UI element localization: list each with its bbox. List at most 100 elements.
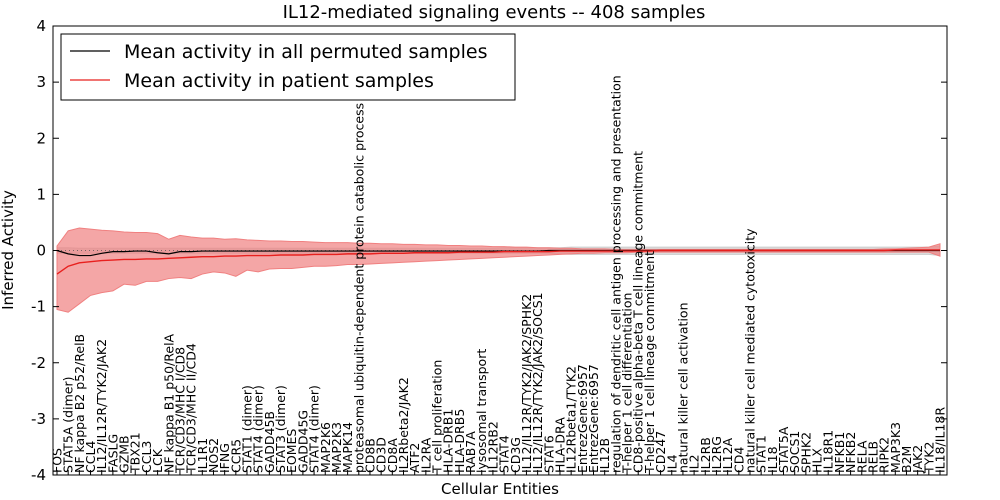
x-axis-ticks [56,470,941,475]
x-category-label: IL18R1 [821,430,836,473]
x-category-label: STAT5A (dimer) [61,377,76,473]
x-category-label: IL12RB2 [485,421,500,473]
x-category-label: EntrezGene:6957 [575,364,590,473]
x-category-label: IL2 [687,454,702,473]
x-category-label: IFNG [217,443,232,473]
y-axis-title: Inferred Activity [0,190,17,310]
x-category-label: JAK2 [910,445,925,474]
x-category-label: STAT1 [754,435,769,473]
x-category-label: IL2RA [418,437,433,473]
x-category-label: IL12A [720,437,735,473]
x-category-label: SOCS1 [787,431,802,473]
x-category-label: IL2RG [709,436,724,473]
y-axis-ticks: -4 -3 -2 -1 0 1 2 3 4 [31,17,947,484]
x-category-label: CCL4 [83,441,98,473]
x-category-label: CD4 [731,447,746,473]
legend-label-permuted: Mean activity in all permuted samples [124,41,487,63]
y-tick-label: -4 [31,466,46,484]
x-category-label: FASLG [105,434,120,473]
x-category-label: IL18 [765,446,780,473]
x-category-label: IL12/IL12R/TYK2/JAK2 [94,339,109,473]
x-category-label: natural killer cell mediated cytotoxicit… [742,228,757,473]
x-category-label: STAT4 (dimer) [251,385,266,473]
x-category-label: T-helper 1 cell differentiation [620,293,635,474]
x-category-label: RAB7A [463,431,478,473]
x-category-label: MAP2K6 [318,422,333,473]
x-category-label: lysosomal transport [474,349,489,473]
x-category-label: T-helper 1 cell lineage commitment [642,251,657,474]
y-tick-label: 0 [36,242,46,260]
x-category-label: IL12/IL12R/TYK2/JAK2/SOCS1 [530,292,545,473]
x-axis-title: Cellular Entities [441,480,559,498]
x-category-label: IL1R1 [195,438,210,473]
x-category-label: CD3D [374,437,389,473]
x-category-label: HLA-DRB1 [441,409,456,473]
x-category-label: MAP2K3 [329,422,344,473]
x-category-label: STAT3 (dimer) [273,385,288,473]
x-category-label: STAT4 (dimer) [307,385,322,473]
x-category-label: regulation of dendritic cell antigen pro… [608,75,623,473]
x-category-label: STAT1 (dimer) [240,385,255,473]
x-category-label: RIPK2 [877,437,892,473]
x-category-label: CD8A [385,438,400,473]
x-category-label: RELA [854,440,869,473]
x-category-label: EntrezGene:6957 [586,364,601,473]
x-category-label: STAT4 [497,435,512,473]
x-category-label: IL12B [597,438,612,473]
x-category-label: STAT6 [541,435,556,473]
x-category-label: EOMES [284,429,299,473]
y-tick-label: -2 [31,354,46,372]
x-category-label: CD3G [508,437,523,473]
x-category-label: GZMB [117,435,132,473]
x-category-label: IL18/IL18R [933,407,948,473]
x-category-label: NFKB1 [832,432,847,473]
x-category-label: NF kappa B2 p52/RelB [72,334,87,473]
x-category-label: MAP3K3 [888,422,903,473]
x-category-label: RELB [865,441,880,473]
plot-frame [52,25,948,476]
x-category-label: MAPK14 [340,422,355,473]
y-tick-label: -1 [31,298,46,316]
x-category-label: IL2Rbeta2/JAK2 [396,377,411,473]
x-category-label: HLA-DRA [552,417,567,473]
x-category-label: TCR/CD3/MHC II/CD4 [184,343,199,474]
legend-box [60,33,516,101]
x-category-label: NOS2 [206,438,221,473]
x-category-label: TYK2 [921,442,936,474]
x-category-label: natural killer cell activation [675,302,690,473]
x-category-label: CD8B [362,438,377,473]
x-category-label: TCR/CD3/MHC I/CD8 [172,347,187,474]
x-category-label: GADD45G [295,410,310,473]
x-category-label: T cell proliferation [430,360,445,474]
x-category-label: HLX [810,448,825,473]
x-category-label: B2M [899,446,914,473]
x-category-label: CD247 [653,431,668,473]
x-category-label: GADD45B [262,411,277,473]
x-category-label: SPHK2 [798,432,813,473]
y-tick-label: 1 [36,185,46,203]
x-category-label: proteasomal ubiquitin-dependent protein … [351,103,366,473]
y-tick-label: 2 [36,129,46,147]
x-category-label: CCL3 [139,441,154,473]
x-category-label: IL4 [664,454,679,473]
patient-band [56,227,941,313]
legend: Mean activity in all permuted samples Me… [60,33,516,101]
x-category-label: CD8-positive alpha-beta T cell lineage c… [631,151,646,473]
x-category-label: IL12Rbeta1/TYK2 [564,366,579,473]
x-category-label: LCK [150,448,165,473]
x-category-label: IL12/IL12R/TYK2/JAK2/SPHK2 [519,294,534,473]
x-category-label: ATF2 [407,443,422,473]
x-category-label: TBX21 [128,432,143,474]
y-tick-label: 4 [36,17,46,35]
y-tick-label: -3 [31,410,46,428]
x-category-label: NFKB2 [843,432,858,473]
x-category-label: STAT5A [776,426,791,473]
x-category-label: CCR5 [228,439,243,473]
legend-label-patient: Mean activity in patient samples [124,70,434,92]
x-category-label: NF kappa B1 p50/RelA [161,333,176,473]
x-category-label: IL2RB [698,437,713,473]
x-category-label: HLA-DRB5 [452,409,467,473]
